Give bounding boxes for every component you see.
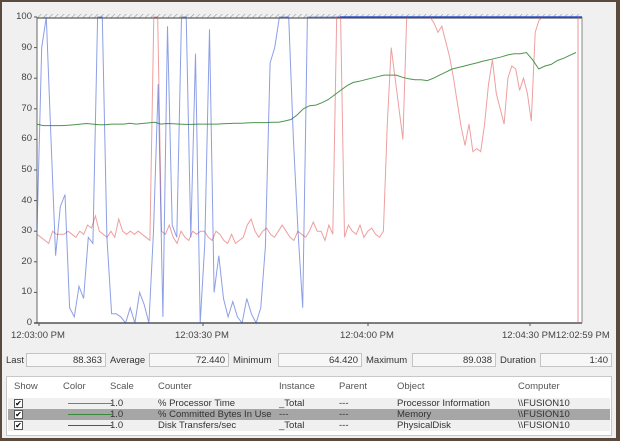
computer-cell: \\FUSION10: [518, 420, 570, 431]
object-cell: Memory: [397, 409, 432, 420]
y-tick-label: 70: [21, 102, 32, 114]
counter-cell: % Committed Bytes In Use: [158, 409, 272, 420]
computer-cell: \\FUSION10: [518, 398, 570, 409]
object-cell: PhysicalDisk: [397, 420, 451, 431]
graph-canvas[interactable]: [2, 2, 616, 342]
average-label: Average: [110, 355, 146, 366]
parent-cell: ---: [339, 409, 349, 420]
minimum-label: Minimum: [233, 355, 272, 366]
header-scale[interactable]: Scale: [110, 381, 134, 392]
maximum-label: Maximum: [366, 355, 408, 366]
instance-cell: _Total: [279, 398, 305, 409]
instance-cell: ---: [279, 409, 289, 420]
color-swatch: [68, 425, 112, 426]
value-bar: Last 88.363 Average 72.440 Minimum 64.42…: [2, 352, 616, 370]
parent-cell: ---: [339, 420, 349, 431]
y-tick-label: 0: [26, 317, 32, 328]
y-tick-label: 40: [21, 194, 32, 206]
duration-label: Duration: [500, 355, 536, 366]
legend-row-processor-time[interactable]: ✔ 1.0 % Processor Time _Total --- Proces…: [8, 398, 610, 409]
show-checkbox[interactable]: ✔: [14, 399, 23, 408]
y-tick-label: 100: [16, 11, 32, 22]
x-tick-label: 12:04:00 PM: [340, 330, 394, 341]
counter-legend-table[interactable]: Show Color Scale Counter Instance Parent…: [6, 376, 612, 436]
y-tick-label: 20: [21, 255, 32, 267]
last-value: 88.363: [26, 353, 106, 367]
header-counter[interactable]: Counter: [158, 381, 192, 392]
y-tick-label: 80: [21, 72, 32, 84]
scale-cell: 1.0: [110, 409, 124, 420]
x-tick-label: 12:03:00 PM: [11, 330, 65, 341]
instance-cell: _Total: [279, 420, 305, 431]
scale-cell: 1.0: [110, 420, 124, 431]
header-instance[interactable]: Instance: [279, 381, 315, 392]
duration-value: 1:40: [540, 353, 612, 367]
y-tick-label: 50: [21, 164, 32, 175]
scale-cell: 1.0: [110, 398, 124, 409]
header-computer[interactable]: Computer: [518, 381, 560, 392]
computer-cell: \\FUSION10: [518, 409, 570, 420]
counter-cell: % Processor Time: [158, 398, 236, 409]
counter-cell: Disk Transfers/sec: [158, 420, 237, 431]
y-tick-label: 90: [21, 41, 32, 53]
y-tick-label: 60: [21, 133, 32, 145]
header-show[interactable]: Show: [14, 381, 38, 392]
x-tick-label: 12:03:30 PM: [175, 330, 229, 341]
parent-cell: ---: [339, 398, 349, 409]
show-checkbox[interactable]: ✔: [14, 410, 23, 419]
minimum-value: 64.420: [278, 353, 362, 367]
last-label: Last: [6, 355, 24, 366]
legend-row-committed-bytes[interactable]: ✔ 1.0 % Committed Bytes In Use --- --- M…: [8, 409, 610, 420]
maximum-value: 89.038: [412, 353, 496, 367]
header-parent[interactable]: Parent: [339, 381, 367, 392]
header-object[interactable]: Object: [397, 381, 425, 392]
average-value: 72.440: [149, 353, 229, 367]
y-tick-label: 10: [21, 286, 32, 298]
y-tick-label: 30: [21, 225, 32, 237]
color-swatch: [68, 403, 112, 404]
performance-monitor-window: 100 90 80 70 60 50 40 30 20 10 0 12:03:00 PM 12:03:…: [2, 2, 616, 438]
color-swatch: [68, 414, 112, 415]
show-checkbox[interactable]: ✔: [14, 421, 23, 430]
legend-row-disk-transfers[interactable]: ✔ 1.0 Disk Transfers/sec _Total --- Phys…: [8, 420, 610, 431]
header-color[interactable]: Color: [63, 381, 86, 392]
performance-graph[interactable]: 100 90 80 70 60 50 40 30 20 10 0 12:03:00 PM 12:03:…: [2, 2, 616, 342]
x-tick-label: 12:04:30 PM12:02:59 PM: [502, 330, 610, 341]
object-cell: Processor Information: [397, 398, 490, 409]
